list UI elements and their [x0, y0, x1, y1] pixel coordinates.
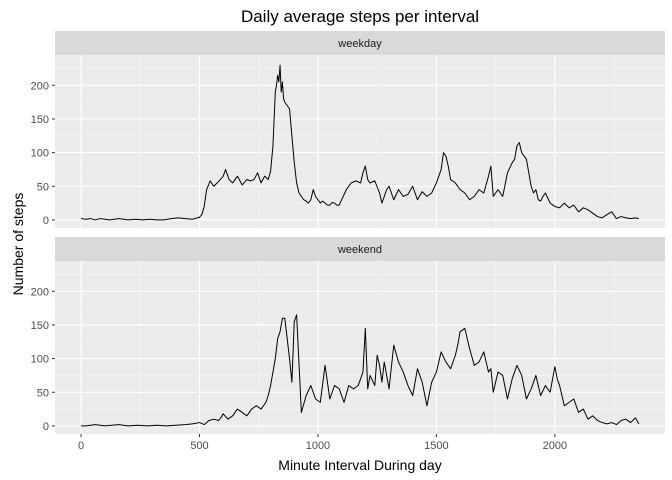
strip-weekend	[55, 237, 665, 261]
y-axis-label: Number of steps	[10, 193, 26, 296]
strip-weekday	[55, 31, 665, 55]
x-tick-label: 1000	[306, 440, 330, 452]
strip-label-weekday: weekday	[337, 38, 382, 50]
x-tick-label: 2000	[543, 440, 567, 452]
x-axis: 0 500 1000 1500 2000	[78, 434, 567, 452]
y-tick-label-weekday: 50	[37, 181, 49, 193]
x-tick-label: 500	[190, 440, 208, 452]
y-tick-label-weekend: 200	[31, 286, 49, 298]
x-axis-label: Minute Interval During day	[278, 457, 441, 473]
panel-background-weekend	[55, 261, 665, 434]
y-tick-label-weekday: 100	[31, 148, 49, 160]
series-weekday	[80, 64, 640, 221]
chart-title: Daily average steps per interval	[241, 7, 479, 26]
series-line-weekend	[81, 314, 640, 427]
y-axis-weekend: 0 50 100 150 200	[31, 286, 55, 433]
grid-minor-weekend	[55, 261, 665, 434]
y-axis-weekday: 0 50 100 150 200	[31, 80, 55, 227]
y-tick-label-weekend: 50	[37, 387, 49, 399]
x-tick-label: 0	[78, 440, 84, 452]
panel-background-weekday	[55, 55, 665, 228]
grid-major-weekday	[55, 55, 665, 228]
series-weekend	[81, 314, 640, 427]
series-line-weekday	[80, 64, 640, 221]
strip-label-weekend: weekend	[337, 244, 382, 256]
y-tick-label-weekend: 0	[43, 421, 49, 433]
y-tick-label-weekday: 200	[31, 80, 49, 92]
grid-minor-weekday	[55, 55, 665, 228]
y-tick-label-weekend: 150	[31, 320, 49, 332]
panel-weekend: 0 50 100 150 200	[31, 261, 665, 434]
x-tick-label: 1500	[424, 440, 448, 452]
y-tick-label-weekday: 150	[31, 114, 49, 126]
grid-major-weekend	[55, 261, 665, 434]
y-tick-label-weekend: 100	[31, 354, 49, 366]
y-tick-label-weekday: 0	[43, 215, 49, 227]
panel-weekday: 0 50 100 150 200	[31, 55, 665, 228]
